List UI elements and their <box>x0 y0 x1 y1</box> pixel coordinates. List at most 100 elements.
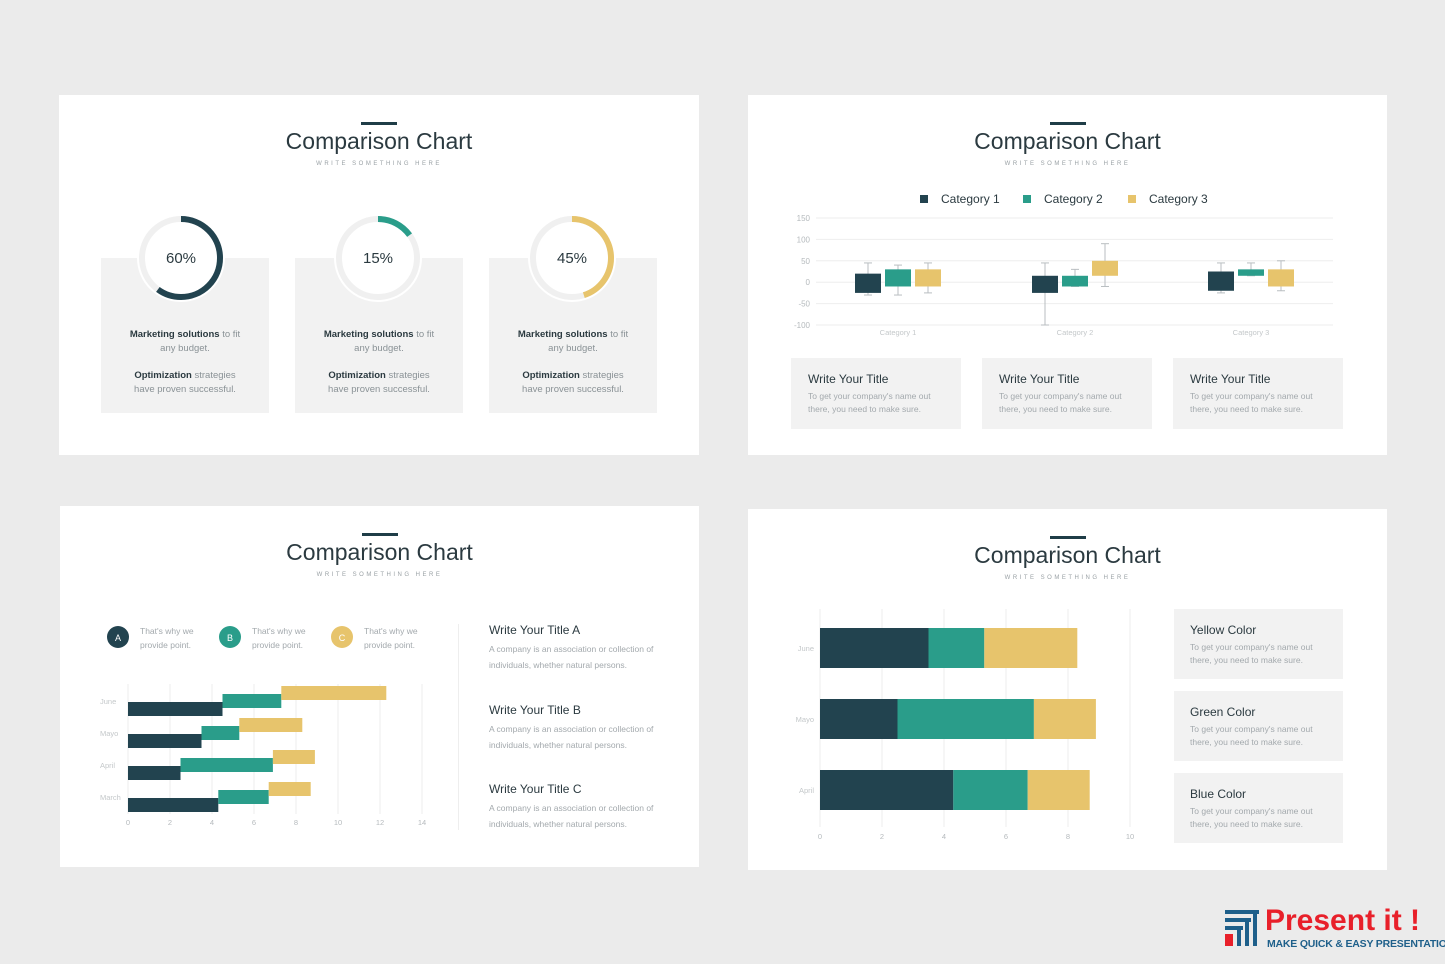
box-bar <box>885 269 911 287</box>
divider <box>458 624 459 830</box>
y-tick-label: -100 <box>794 321 811 330</box>
slide-subtitle: WRITE SOMETHING HERE <box>316 161 442 167</box>
info-card: Write Your Title To get your company's n… <box>1173 358 1343 429</box>
gantt-chart: 0 2 4 6 8 10 12 14 A That's why we provide point. B… <box>100 626 426 827</box>
card-bold-text: Optimization <box>134 370 192 381</box>
y-tick-label: June <box>798 644 814 653</box>
badge-text: provide point. <box>252 640 303 650</box>
x-tick-label: 4 <box>942 832 946 841</box>
gantt-bar <box>128 798 219 812</box>
card-desc: To get your company's name out there, yo… <box>1190 724 1313 747</box>
slide-title: Comparison Chart <box>974 128 1161 154</box>
slide-subtitle: WRITE SOMETHING HERE <box>1004 161 1131 167</box>
donut-chart-45: 45% <box>528 214 616 302</box>
legend-label: Category 2 <box>1044 192 1103 206</box>
card-bold-text: Marketing solutions <box>323 329 414 340</box>
y-tick-label: 150 <box>797 214 811 223</box>
donut-bg <box>528 214 616 302</box>
x-tick-label: 6 <box>252 818 256 827</box>
donut-percent-label: 15% <box>363 250 393 267</box>
y-tick-label: 100 <box>797 235 811 244</box>
badge-text: That's why we <box>252 626 306 636</box>
badge-text: provide point. <box>140 640 191 650</box>
donut-arc <box>139 216 223 300</box>
badge-letter: C <box>339 633 346 643</box>
legend-swatch <box>1128 195 1136 203</box>
info-card: Yellow Color To get your company's name … <box>1174 609 1343 679</box>
slide-title: Comparison Chart <box>974 542 1161 568</box>
box-bar <box>855 273 881 293</box>
stacked-bar-segment <box>953 770 1028 810</box>
stacked-bar-chart: 0 2 4 6 8 10 June Mayo April <box>796 609 1134 841</box>
y-tick-label: Mayo <box>796 715 814 724</box>
badge-b-icon <box>219 626 241 648</box>
gantt-bar <box>128 734 202 748</box>
x-tick-label: 14 <box>418 818 426 827</box>
card-desc: To get your company's name out there, yo… <box>1190 391 1313 414</box>
card-text: any budget. <box>548 343 598 354</box>
slide-subtitle: WRITE SOMETHING HERE <box>1004 575 1131 581</box>
slide-title: Comparison Chart <box>286 539 473 565</box>
stacked-bar-segment <box>1027 770 1090 810</box>
x-tick-label: 8 <box>1066 832 1070 841</box>
info-card: Blue Color To get your company's name ou… <box>1174 773 1343 843</box>
donut-arc <box>530 216 614 300</box>
logo-mark-icon <box>1225 910 1259 946</box>
x-tick-label: Category 2 <box>1057 328 1094 337</box>
gantt-bar <box>128 702 223 716</box>
card-text: any budget. <box>354 343 404 354</box>
side-item-desc: A company is an association or collectio… <box>489 803 654 829</box>
info-card: Green Color To get your company's name o… <box>1174 691 1343 761</box>
side-item: Write Your Title C A company is an assoc… <box>489 782 664 832</box>
side-item: Write Your Title B A company is an assoc… <box>489 703 664 753</box>
info-card: Write Your Title To get your company's n… <box>982 358 1152 429</box>
title-accent-bar <box>1049 122 1086 125</box>
x-tick-label: 2 <box>880 832 884 841</box>
stacked-bar-segment <box>928 628 985 668</box>
badge-text: provide point. <box>364 640 415 650</box>
x-tick-label: 6 <box>1004 832 1008 841</box>
slide-gantt-comparison: Comparison Chart WRITE SOMETHING HERE 0 2… <box>60 506 699 867</box>
card-text: have proven successful. <box>134 384 236 395</box>
side-item: Write Your Title A A company is an assoc… <box>489 623 664 673</box>
y-tick-label: April <box>799 786 814 795</box>
card-text: strategies <box>579 370 624 381</box>
side-item-title: Write Your Title B <box>489 703 581 717</box>
stacked-bar-segment <box>897 699 1034 739</box>
box-bar <box>1268 269 1294 287</box>
gantt-bar <box>180 758 273 772</box>
box-bar <box>1032 275 1058 293</box>
donut-percent-label: 45% <box>557 250 587 267</box>
logo-tagline: MAKE QUICK & EASY PRESENTATIONS <box>1267 938 1445 950</box>
side-item-desc: A company is an association or collectio… <box>489 724 654 750</box>
card-text: any budget. <box>160 343 210 354</box>
card-title: Write Your Title <box>808 372 889 386</box>
x-tick-label: 2 <box>168 818 172 827</box>
stacked-bar-segment <box>820 628 929 668</box>
box-bar <box>915 269 941 287</box>
card-text: strategies <box>385 370 430 381</box>
card-text: have proven successful. <box>522 384 624 395</box>
card-desc: To get your company's name out there, yo… <box>1190 806 1313 829</box>
card-title: Green Color <box>1190 705 1256 719</box>
badge-text: That's why we <box>364 626 418 636</box>
card-title: Write Your Title <box>999 372 1080 386</box>
y-tick-label: -50 <box>798 300 810 309</box>
x-tick-label: 4 <box>210 818 214 827</box>
card-text: to fit <box>607 329 629 340</box>
card-title: Blue Color <box>1190 787 1247 801</box>
card-bold-text: Optimization <box>522 370 580 381</box>
legend-label: Category 1 <box>941 192 1000 206</box>
gantt-bar <box>281 686 387 700</box>
x-tick-label: 10 <box>334 818 342 827</box>
card-bold-text: Marketing solutions <box>129 329 220 340</box>
slide-subtitle: WRITE SOMETHING HERE <box>316 572 443 578</box>
side-item-desc: A company is an association or collectio… <box>489 644 654 670</box>
card-text: strategies <box>191 370 236 381</box>
x-tick-label: Category 1 <box>880 328 917 337</box>
card-desc: To get your company's name out there, yo… <box>999 391 1122 414</box>
card-title: Yellow Color <box>1190 623 1257 637</box>
box-bar <box>1238 269 1264 276</box>
title-accent-bar <box>361 122 397 125</box>
card-desc: To get your company's name out there, yo… <box>1190 642 1313 665</box>
